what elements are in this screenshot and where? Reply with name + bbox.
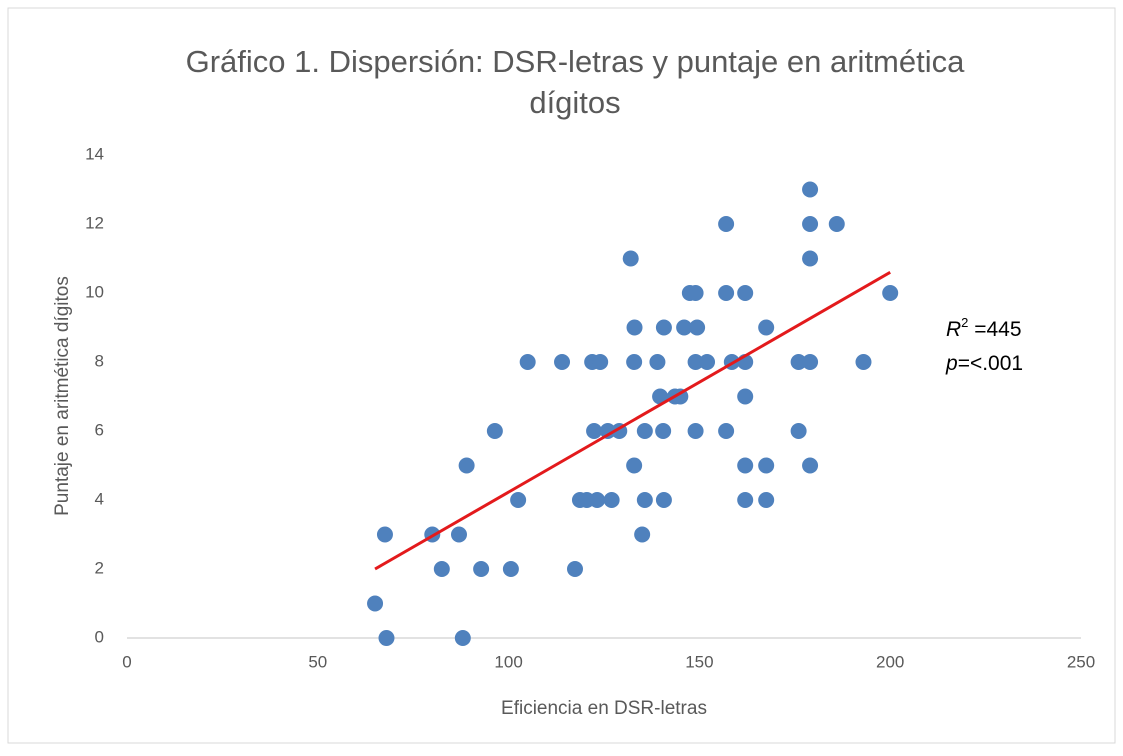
y-tick-label: 0: [95, 627, 104, 646]
point: [592, 354, 609, 370]
y-axis-label: Puntaje en aritmética dígitos: [52, 276, 73, 516]
point: [802, 250, 819, 267]
point: [378, 630, 395, 646]
point: [802, 457, 819, 474]
chart-title: Gráfico 1. Dispersión: DSR-letras y punt…: [186, 44, 966, 79]
point: [802, 181, 819, 198]
point: [718, 216, 735, 232]
point: [636, 492, 653, 508]
point: [655, 492, 672, 508]
point: [626, 319, 643, 336]
chart-border: [7, 7, 1116, 744]
point: [655, 423, 672, 439]
y-tick-label: 8: [95, 351, 104, 370]
x-tick-label: 50: [308, 652, 327, 671]
point: [636, 423, 653, 439]
annotation-r: R: [946, 318, 961, 341]
point: [589, 492, 606, 508]
y-tick-label: 6: [95, 420, 104, 439]
y-tick-label: 10: [85, 282, 104, 301]
annotation-p-text: =<.001: [958, 352, 1023, 375]
point: [626, 354, 643, 370]
point: [828, 216, 845, 232]
point: [586, 423, 603, 439]
point: [519, 354, 536, 370]
point: [718, 423, 735, 439]
point: [649, 354, 666, 370]
point: [758, 457, 775, 474]
point: [622, 250, 639, 267]
annotation-r-text: =445: [968, 318, 1021, 341]
point: [737, 388, 754, 405]
point: [433, 561, 450, 577]
point: [652, 388, 669, 405]
trendline: [374, 271, 891, 571]
point: [458, 457, 475, 474]
y-tick-label: 14: [85, 144, 104, 163]
point: [367, 595, 384, 612]
annotation-sup: 2: [961, 315, 968, 330]
y-tick-label: 12: [85, 213, 104, 232]
point: [802, 354, 819, 370]
point: [790, 423, 807, 439]
y-tick-label: 4: [95, 489, 104, 508]
point: [655, 319, 672, 336]
point: [502, 561, 519, 577]
x-axis-label: Eficiencia en DSR-letras: [501, 698, 707, 719]
point: [699, 354, 716, 370]
point: [566, 561, 583, 577]
point: [737, 285, 754, 301]
point: [687, 423, 704, 439]
point: [676, 319, 693, 336]
point: [737, 492, 754, 508]
annotation: R2 =445: [946, 315, 1022, 341]
point: [689, 319, 706, 336]
point: [634, 526, 651, 543]
point: [376, 526, 393, 543]
x-tick-label: 250: [1067, 652, 1095, 671]
point: [737, 457, 754, 474]
chart-title: dígitos: [529, 85, 620, 120]
point: [687, 285, 704, 301]
point: [758, 319, 775, 336]
point: [855, 354, 872, 370]
point: [687, 354, 704, 370]
point: [450, 526, 467, 543]
point: [603, 492, 620, 508]
annotation: p=<.001: [945, 352, 1023, 375]
point: [599, 423, 616, 439]
point: [554, 354, 571, 370]
annotation-p: p: [945, 352, 958, 375]
point: [510, 492, 527, 508]
point: [802, 216, 819, 232]
x-tick-label: 0: [122, 652, 131, 671]
x-tick-label: 150: [685, 652, 713, 671]
point: [473, 561, 490, 577]
point: [882, 285, 899, 301]
point: [790, 354, 807, 370]
x-tick-label: 100: [494, 652, 522, 671]
x-tick-label: 200: [876, 652, 904, 671]
point: [758, 492, 775, 508]
point: [454, 630, 471, 646]
y-tick-label: 2: [95, 558, 104, 577]
point: [486, 423, 503, 439]
point: [718, 285, 735, 301]
point: [626, 457, 643, 474]
